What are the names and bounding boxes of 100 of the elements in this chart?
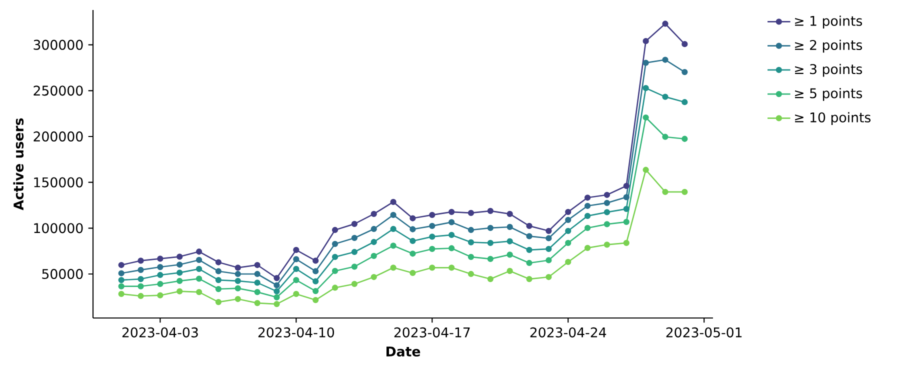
point [584,212,591,220]
point [662,20,668,27]
y-tick-label: 200000 [34,131,83,142]
point [215,286,222,292]
point [390,212,396,218]
point [157,264,164,270]
point [468,210,474,216]
point [565,216,572,223]
point [546,274,552,280]
legend-label: ≥ 1 points [795,16,862,29]
point [526,246,532,254]
point [429,264,436,271]
point [138,258,144,264]
x-tick-label: 2023-04-03 [122,327,198,338]
point [332,254,338,260]
point [390,198,396,206]
point [662,94,668,100]
point [157,280,164,288]
point [506,252,513,258]
point [584,224,591,232]
point [234,296,241,302]
point [584,194,591,201]
point [682,99,688,106]
point [565,258,572,266]
point [604,242,610,248]
point [526,276,532,282]
point [623,240,630,246]
point [410,226,416,232]
point [274,294,280,300]
point [196,288,202,296]
point [293,290,300,298]
point [623,194,630,200]
point [196,248,202,255]
point [526,260,532,266]
point [332,226,338,234]
legend-label: ≥ 2 points [795,40,862,53]
point [332,268,338,274]
point [390,226,396,232]
x-tick-label: 2023-04-17 [394,327,470,338]
point [332,240,338,247]
legend-label: ≥ 10 points [795,112,871,126]
point [448,208,455,216]
point [176,254,183,260]
legend-label: ≥ 3 points [795,64,862,77]
y-tick-label: 300000 [34,40,83,50]
point [274,288,280,294]
point [662,56,668,63]
point [234,285,241,292]
point [506,210,513,218]
point [254,280,260,286]
point [623,218,630,225]
point [682,188,688,196]
point [506,238,513,244]
point [157,292,164,298]
point [196,276,202,282]
point [410,238,416,244]
point [274,282,280,288]
legend-label: ≥ 5 points [795,88,862,101]
point [546,235,552,242]
x-axis-title: Date [386,346,420,357]
point [526,222,532,230]
point [370,238,377,246]
point [118,270,124,276]
point [565,240,572,246]
point [312,258,319,264]
x-tick-label: 2023-04-24 [530,327,606,338]
point [565,208,572,216]
point [390,242,396,249]
point [429,246,436,252]
point [662,134,668,140]
point [487,276,494,282]
y-tick-label: 100000 [34,223,83,234]
point [410,270,416,276]
point [118,283,124,290]
x-tick-label: 2023-05-01 [666,327,742,338]
point [370,274,377,280]
point [584,202,591,209]
point [468,254,474,260]
point [565,228,572,234]
point [234,278,241,284]
point [642,114,649,121]
point [370,210,377,218]
point [429,234,436,240]
point [332,284,338,291]
point [487,224,494,232]
point [254,270,260,278]
point [682,68,688,76]
point [487,240,494,246]
point [234,264,241,271]
point [604,221,610,228]
point [118,262,124,268]
point [215,259,222,266]
point [682,136,688,142]
point [584,244,591,252]
point [642,166,649,173]
point [410,215,416,222]
point [351,234,358,242]
point [370,226,377,232]
point [176,278,183,284]
point [448,232,455,238]
